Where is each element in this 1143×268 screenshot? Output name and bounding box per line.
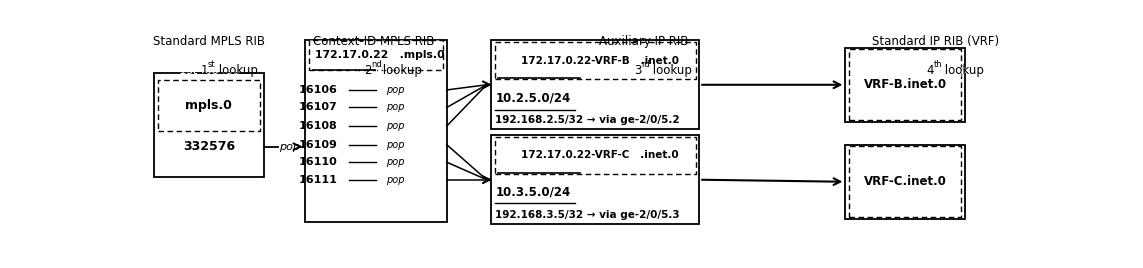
- Text: 192.168.3.5/32 → via ge-2/0/5.3: 192.168.3.5/32 → via ge-2/0/5.3: [495, 210, 680, 220]
- Bar: [491, 40, 700, 129]
- Bar: [495, 137, 696, 173]
- Bar: [846, 145, 965, 219]
- Text: rd: rd: [641, 60, 650, 69]
- Text: mpls.0: mpls.0: [185, 99, 232, 112]
- Text: Context-ID MPLS RIB: Context-ID MPLS RIB: [312, 35, 434, 48]
- Text: lookup: lookup: [378, 64, 422, 77]
- Text: pop: pop: [386, 157, 405, 167]
- Text: 172.17.0.22-VRF-C   .inet.0: 172.17.0.22-VRF-C .inet.0: [521, 150, 678, 161]
- Text: 2: 2: [365, 64, 371, 77]
- Bar: [309, 40, 443, 70]
- Text: pop: pop: [279, 142, 301, 152]
- Text: Standard MPLS RIB: Standard MPLS RIB: [153, 35, 265, 48]
- Text: 1st lookup: 1st lookup: [178, 64, 240, 77]
- Text: Auxiliary IP RIB: Auxiliary IP RIB: [599, 35, 688, 48]
- Text: 4: 4: [927, 64, 934, 77]
- Text: 172.17.0.22-VRF-B   .inet.0: 172.17.0.22-VRF-B .inet.0: [520, 55, 679, 66]
- Text: pop: pop: [386, 121, 405, 131]
- Text: 172.17.0.22   .mpls.0: 172.17.0.22 .mpls.0: [315, 50, 445, 60]
- Text: lookup: lookup: [941, 64, 984, 77]
- Text: st: st: [208, 60, 215, 69]
- Text: VRF-C.inet.0: VRF-C.inet.0: [864, 175, 946, 188]
- Text: 16106: 16106: [298, 85, 337, 95]
- Bar: [495, 43, 696, 79]
- Bar: [846, 48, 965, 122]
- Text: 3rd lookup: 3rd lookup: [613, 64, 674, 77]
- Bar: [305, 40, 447, 222]
- Text: 332576: 332576: [183, 140, 235, 153]
- Text: 16110: 16110: [298, 157, 337, 167]
- Text: 16111: 16111: [298, 175, 337, 185]
- Text: 16107: 16107: [298, 102, 337, 113]
- Text: 10.3.5.0/24: 10.3.5.0/24: [495, 185, 570, 199]
- Text: 16109: 16109: [298, 140, 337, 150]
- Text: pop: pop: [386, 102, 405, 113]
- Text: VRF-B.inet.0: VRF-B.inet.0: [864, 78, 946, 91]
- Text: lookup: lookup: [649, 64, 692, 77]
- Text: 10.2.5.0/24: 10.2.5.0/24: [495, 92, 570, 105]
- Bar: [849, 146, 961, 217]
- Text: 192.168.2.5/32 → via ge-2/0/5.2: 192.168.2.5/32 → via ge-2/0/5.2: [495, 115, 680, 125]
- Text: pop: pop: [386, 140, 405, 150]
- Text: 16108: 16108: [298, 121, 337, 131]
- Text: lookup: lookup: [215, 64, 257, 77]
- Bar: [491, 135, 700, 224]
- Text: Standard IP RIB (VRF): Standard IP RIB (VRF): [872, 35, 999, 48]
- Text: th: th: [934, 60, 943, 69]
- Text: 2nd lookup: 2nd lookup: [341, 64, 406, 77]
- Bar: [849, 49, 961, 120]
- Bar: [153, 73, 264, 177]
- Text: pop: pop: [386, 175, 405, 185]
- Text: 1: 1: [200, 64, 208, 77]
- Text: 3: 3: [634, 64, 642, 77]
- Text: pop: pop: [386, 85, 405, 95]
- Text: nd: nd: [371, 60, 382, 69]
- Text: 4th lookup: 4th lookup: [904, 64, 967, 77]
- Bar: [158, 80, 259, 131]
